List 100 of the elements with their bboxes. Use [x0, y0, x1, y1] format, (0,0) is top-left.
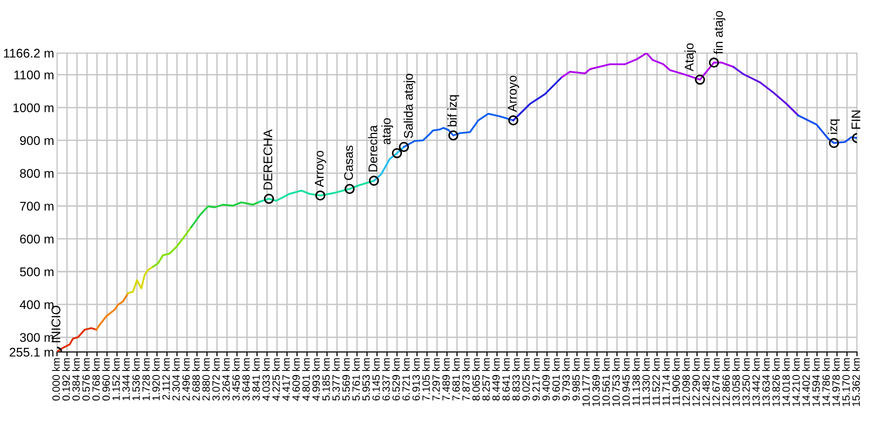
x-tick-label: 3.264 km — [222, 358, 230, 401]
x-tick-label: 7.681 km — [452, 358, 460, 400]
x-tick-label: 12.098 km — [682, 358, 690, 406]
x-tick-label: 3.841 km — [252, 358, 260, 401]
x-tick-label: 0.384 km — [72, 358, 80, 401]
x-tick-label: 4.609 km — [292, 358, 300, 401]
x-tick-label: 5.377 km — [332, 358, 340, 401]
x-tick-label: 1.344 km — [122, 358, 130, 400]
y-tick-label: 700 m — [20, 202, 54, 211]
x-tick-label: 13.442 km — [752, 358, 760, 406]
x-tick-label: 5.569 km — [342, 358, 350, 401]
x-tick-label: 9.025 km — [522, 358, 530, 400]
x-tick-label: 8.449 km — [492, 358, 500, 401]
x-tick-label: 8.641 km — [502, 358, 510, 401]
x-tick-label: 4.417 km — [282, 358, 290, 401]
x-tick-label: 6.337 km — [382, 358, 390, 400]
x-tick-label: 5.761 km — [352, 358, 360, 401]
x-tick-label: 7.297 km — [432, 358, 440, 400]
y-tick-label: 600 m — [20, 234, 54, 244]
annotation: Derecha — [368, 125, 378, 172]
x-tick-label: 9.793 km — [562, 358, 570, 400]
x-tick-label: 11.138 km — [632, 358, 640, 406]
y-tick-label: 1000 m — [13, 103, 54, 112]
x-tick-label: 11.906 km — [672, 358, 680, 406]
x-tick-label: 15.170 km — [842, 358, 850, 406]
x-tick-label: 15.362 km — [852, 358, 860, 406]
annotation: DERECHA — [263, 129, 272, 190]
x-tick-label: 1.728 km — [142, 358, 150, 400]
x-tick-label: 6.913 km — [412, 358, 420, 400]
x-tick-label: 3.456 km — [232, 358, 240, 401]
x-tick-label: 9.601 km — [552, 358, 560, 400]
x-tick-label: 1.152 km — [112, 358, 120, 400]
x-tick-label: 14.594 km — [812, 358, 820, 406]
x-tick-label: 0.960 km — [102, 358, 110, 401]
x-tick-label: 9.409 km — [542, 358, 550, 400]
x-tick-label: 6.145 km — [372, 358, 380, 400]
x-tick-label: 7.873 km — [462, 358, 470, 400]
x-tick-label: 10.945 km — [622, 358, 630, 406]
y-tick-label: 900 m — [20, 136, 54, 146]
x-tick-label: 12.674 km — [712, 358, 720, 406]
annotation: Casas — [344, 146, 353, 180]
x-tick-label: 2.304 km — [172, 358, 180, 400]
x-tick-label: 8.833 km — [512, 358, 520, 401]
x-tick-label: 6.529 km — [392, 358, 400, 400]
x-tick-label: 11.330 km — [642, 358, 650, 406]
x-tick-label: 4.033 km — [262, 358, 270, 401]
annotation: fin atajo — [714, 10, 726, 54]
x-tick-label: 4.993 km — [312, 358, 320, 401]
x-tick-label: 13.826 km — [772, 358, 780, 406]
x-tick-label: 12.866 km — [722, 358, 730, 406]
annotation: Atajo — [684, 43, 696, 72]
x-tick-label: 13.250 km — [742, 358, 750, 406]
x-tick-label: 13.058 km — [732, 358, 740, 406]
y-tick-label: 800 m — [20, 168, 54, 178]
x-tick-label: 0.768 km — [92, 358, 100, 401]
annotation: INICIO — [52, 306, 60, 342]
x-tick-label: 14.978 km — [832, 358, 840, 406]
annotation: Salida atajo — [404, 74, 416, 138]
x-tick-label: 10.177 km — [582, 358, 590, 406]
x-tick-label: 8.257 km — [482, 358, 490, 401]
x-tick-label: 2.496 km — [182, 358, 190, 400]
x-tick-label: 2.688 km — [192, 358, 200, 400]
x-tick-label: 3.648 km — [242, 358, 250, 401]
x-tick-label: 7.105 km — [422, 358, 430, 400]
x-tick-label: 13.634 km — [762, 358, 770, 406]
y-tick-label: 1100 m — [14, 70, 54, 80]
x-tick-label: 10.753 km — [612, 358, 620, 406]
x-tick-label: 2.112 km — [162, 358, 170, 400]
x-tick-label: 3.072 km — [212, 358, 220, 401]
x-tick-label: 14.018 km — [782, 358, 790, 406]
x-tick-label: 6.721 km — [402, 358, 410, 400]
x-tick-label: 14.210 km — [792, 358, 800, 406]
x-tick-label: 2.880 km — [202, 358, 210, 400]
annotation: izq — [828, 119, 840, 134]
x-tick-label: 10.561 km — [602, 358, 610, 406]
x-tick-label: 5.185 km — [322, 358, 330, 401]
x-tick-label: 7.489 km — [442, 358, 450, 400]
x-tick-label: 0.576 km — [82, 358, 90, 401]
x-tick-label: 9.985 km — [572, 358, 580, 400]
x-tick-label: 10.369 km — [592, 358, 600, 406]
y-tick-label: 255.1 m — [10, 348, 54, 357]
annotation: Arroyo — [508, 76, 520, 112]
annotation: Arroyo — [314, 150, 326, 188]
x-tick-label: 12.482 km — [702, 358, 710, 406]
annotation: bif izq — [447, 95, 460, 126]
y-tick-label: 400 m — [20, 300, 54, 310]
x-tick-label: 1.920 km — [152, 358, 160, 400]
x-tick-label: 14.786 km — [822, 358, 830, 406]
x-tick-label: 12.290 km — [692, 358, 700, 406]
x-tick-label: 0.192 km — [62, 358, 70, 401]
x-tick-label: 1.536 km — [132, 358, 140, 400]
y-tick-label: 1166.2 m — [4, 48, 54, 58]
x-tick-label: 5.953 km — [362, 358, 370, 401]
x-tick-label: 0.000 km — [52, 358, 60, 401]
x-tick-label: 11.522 km — [652, 358, 660, 406]
x-tick-label: 4.225 km — [272, 358, 280, 401]
x-tick-label: 11.714 km — [662, 358, 670, 406]
annotation: atajo — [381, 118, 394, 144]
annotation: FIN — [852, 110, 860, 129]
x-tick-label: 8.065 km — [472, 358, 480, 401]
